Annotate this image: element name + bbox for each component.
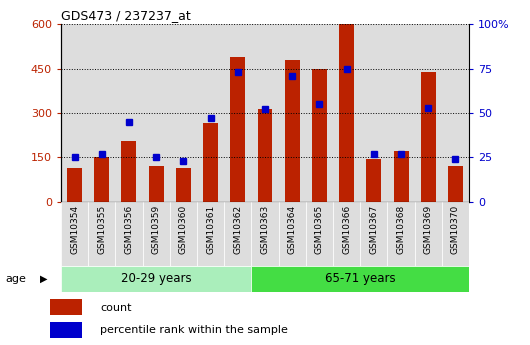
Bar — [94, 157, 109, 202]
Text: GSM10364: GSM10364 — [288, 205, 297, 254]
Text: GSM10369: GSM10369 — [424, 205, 432, 254]
Bar — [88, 24, 116, 202]
Text: GSM10354: GSM10354 — [70, 205, 79, 254]
Bar — [448, 166, 463, 202]
Bar — [387, 202, 414, 266]
Text: GDS473 / 237237_at: GDS473 / 237237_at — [61, 9, 191, 22]
Text: GSM10356: GSM10356 — [125, 205, 134, 254]
Text: GSM10367: GSM10367 — [369, 205, 378, 254]
Bar — [176, 168, 191, 202]
Text: ▶: ▶ — [40, 274, 47, 284]
Bar — [251, 202, 279, 266]
Bar — [366, 159, 381, 202]
Bar — [285, 60, 299, 202]
Text: GSM10355: GSM10355 — [98, 205, 106, 254]
Bar — [61, 24, 88, 202]
Bar — [231, 57, 245, 202]
Bar — [394, 151, 409, 202]
Text: GSM10368: GSM10368 — [396, 205, 405, 254]
Bar — [251, 24, 279, 202]
Text: 20-29 years: 20-29 years — [121, 272, 191, 285]
Bar — [339, 24, 354, 202]
Text: GSM10359: GSM10359 — [152, 205, 161, 254]
Text: percentile rank within the sample: percentile rank within the sample — [100, 325, 288, 335]
Bar — [224, 202, 251, 266]
Bar — [116, 24, 143, 202]
Bar — [333, 24, 360, 202]
Bar — [279, 24, 306, 202]
Bar — [116, 202, 143, 266]
Bar — [414, 24, 442, 202]
Bar — [61, 202, 88, 266]
Bar — [251, 266, 469, 292]
Text: GSM10361: GSM10361 — [206, 205, 215, 254]
Bar — [360, 202, 387, 266]
Text: GSM10366: GSM10366 — [342, 205, 351, 254]
Bar — [442, 202, 469, 266]
Text: GSM10362: GSM10362 — [233, 205, 242, 254]
Bar — [50, 322, 82, 337]
Bar — [387, 24, 414, 202]
Bar — [197, 202, 224, 266]
Bar — [258, 109, 272, 202]
Bar — [143, 24, 170, 202]
Bar — [170, 24, 197, 202]
Bar — [149, 166, 164, 202]
Bar — [61, 266, 251, 292]
Bar — [421, 71, 436, 202]
Text: GSM10370: GSM10370 — [451, 205, 460, 254]
Text: age: age — [5, 274, 26, 284]
Bar — [88, 202, 116, 266]
Bar — [279, 202, 306, 266]
Text: count: count — [100, 303, 131, 313]
Bar — [203, 124, 218, 202]
Bar — [306, 202, 333, 266]
Text: GSM10360: GSM10360 — [179, 205, 188, 254]
Bar — [197, 24, 224, 202]
Bar — [224, 24, 251, 202]
Text: GSM10363: GSM10363 — [261, 205, 269, 254]
Bar — [414, 202, 442, 266]
Bar — [50, 299, 82, 315]
Bar — [360, 24, 387, 202]
Bar — [143, 202, 170, 266]
Bar — [306, 24, 333, 202]
Bar — [312, 69, 327, 202]
Text: 65-71 years: 65-71 years — [325, 272, 395, 285]
Bar — [442, 24, 469, 202]
Bar — [170, 202, 197, 266]
Bar — [67, 168, 82, 202]
Bar — [333, 202, 360, 266]
Bar — [121, 141, 136, 202]
Text: GSM10365: GSM10365 — [315, 205, 324, 254]
